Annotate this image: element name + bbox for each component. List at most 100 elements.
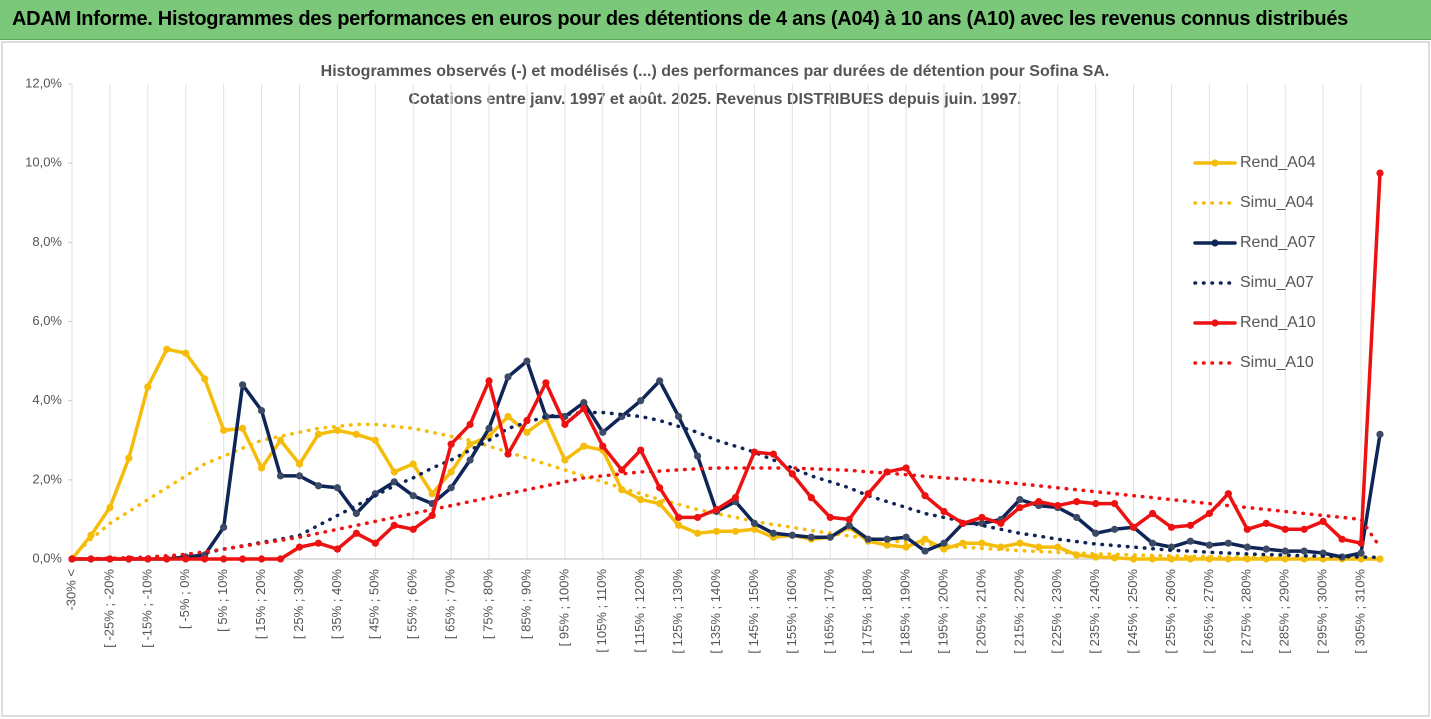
y-tick-label: 0,0% bbox=[32, 550, 62, 565]
data-point bbox=[788, 531, 796, 539]
data-point bbox=[788, 470, 796, 478]
y-tick-label: 2,0% bbox=[32, 471, 62, 486]
data-point bbox=[352, 430, 360, 438]
data-point bbox=[1243, 543, 1251, 551]
data-point bbox=[447, 468, 455, 476]
x-tick-label: [ 285% ; 290% bbox=[1277, 569, 1292, 654]
data-point bbox=[769, 529, 777, 537]
legend-marker bbox=[1211, 319, 1219, 327]
data-point bbox=[1186, 521, 1195, 529]
x-tick-label: [ 195% ; 200% bbox=[935, 569, 950, 654]
data-point bbox=[712, 527, 721, 535]
data-point bbox=[978, 513, 986, 522]
data-point bbox=[295, 543, 304, 551]
x-tick-label: [ 165% ; 170% bbox=[822, 569, 837, 654]
data-point bbox=[1148, 555, 1157, 563]
data-point bbox=[1224, 539, 1232, 547]
data-point bbox=[1338, 535, 1346, 543]
data-point bbox=[144, 383, 152, 391]
data-point bbox=[276, 436, 285, 444]
x-tick-label: [ 305% ; 310% bbox=[1352, 569, 1367, 654]
data-point bbox=[1262, 545, 1270, 553]
x-tick-label: [ 5% ; 10% bbox=[215, 569, 230, 632]
data-point bbox=[314, 539, 323, 547]
data-point bbox=[1357, 549, 1365, 557]
data-point bbox=[201, 555, 209, 563]
chart-title: Histogrammes observés (-) et modélisés (… bbox=[321, 63, 1110, 80]
data-point bbox=[845, 515, 853, 524]
y-tick-label: 12,0% bbox=[25, 75, 62, 90]
data-point bbox=[712, 505, 721, 514]
data-point bbox=[1186, 537, 1195, 545]
x-tick-label: [ 225% ; 230% bbox=[1049, 569, 1064, 654]
data-point bbox=[220, 523, 228, 531]
data-point bbox=[295, 472, 304, 480]
data-point bbox=[485, 377, 493, 385]
data-point bbox=[637, 397, 645, 405]
y-tick-label: 4,0% bbox=[32, 392, 62, 407]
x-tick-label: [ 95% ; 100% bbox=[556, 569, 571, 647]
data-point bbox=[637, 496, 645, 504]
data-point bbox=[87, 531, 95, 539]
data-point bbox=[675, 412, 683, 421]
x-tick-label: [ 15% ; 20% bbox=[253, 569, 268, 640]
data-point bbox=[750, 525, 759, 533]
x-tick-label: [ 85% ; 90% bbox=[518, 569, 533, 640]
x-tick-label: [ -15% ; -10% bbox=[139, 569, 154, 648]
data-point bbox=[1054, 501, 1062, 510]
observed-line bbox=[70, 359, 1382, 561]
data-point bbox=[769, 450, 777, 458]
x-tick-label: [ 135% ; 140% bbox=[708, 569, 723, 654]
data-point bbox=[1262, 519, 1270, 527]
data-point bbox=[257, 406, 266, 415]
data-point bbox=[257, 555, 266, 563]
data-point bbox=[371, 539, 379, 547]
x-tick-label: [ 65% ; 70% bbox=[443, 569, 458, 640]
data-point bbox=[940, 539, 948, 547]
data-point bbox=[580, 404, 588, 413]
x-tick-label: [ 295% ; 300% bbox=[1315, 569, 1330, 654]
x-tick-label: [ 245% ; 250% bbox=[1125, 569, 1140, 654]
x-tick-label: [ 185% ; 190% bbox=[898, 569, 913, 654]
data-point bbox=[447, 484, 455, 492]
data-point bbox=[1167, 523, 1176, 531]
legend-marker bbox=[1211, 159, 1219, 167]
data-point bbox=[182, 555, 190, 563]
data-point bbox=[580, 399, 588, 407]
y-tick-label: 10,0% bbox=[25, 155, 62, 170]
x-tick-label: [ 35% ; 40% bbox=[329, 569, 344, 640]
x-tick-label: [ 45% ; 50% bbox=[367, 569, 382, 640]
data-point bbox=[750, 519, 759, 527]
data-point bbox=[106, 555, 114, 563]
data-point bbox=[599, 428, 607, 436]
data-point bbox=[978, 539, 986, 547]
data-point bbox=[750, 448, 759, 456]
data-point bbox=[1016, 496, 1024, 504]
data-point bbox=[504, 450, 512, 458]
data-point bbox=[485, 424, 493, 432]
x-tick-label: [ 25% ; 30% bbox=[291, 569, 306, 640]
data-point bbox=[1111, 525, 1119, 533]
data-point bbox=[1092, 553, 1100, 561]
data-point bbox=[1376, 555, 1384, 563]
x-tick-label: [ 275% ; 280% bbox=[1239, 569, 1254, 654]
data-point bbox=[902, 464, 910, 472]
x-tick-label: [ 215% ; 220% bbox=[1011, 569, 1026, 654]
data-point bbox=[1016, 503, 1024, 512]
data-point bbox=[1319, 517, 1327, 525]
data-point bbox=[997, 519, 1005, 527]
data-point bbox=[182, 349, 190, 357]
x-tick-label: [ -25% ; -20% bbox=[101, 569, 116, 648]
data-point bbox=[466, 456, 474, 464]
data-point bbox=[1073, 513, 1081, 522]
data-point bbox=[637, 446, 645, 454]
data-point bbox=[220, 426, 228, 434]
model-line bbox=[70, 466, 1382, 561]
data-point bbox=[1186, 555, 1195, 563]
data-point bbox=[428, 511, 436, 520]
observed-line bbox=[70, 171, 1382, 561]
x-tick-label: [ 155% ; 160% bbox=[784, 569, 799, 654]
data-point bbox=[1300, 547, 1308, 555]
data-point bbox=[390, 478, 398, 486]
data-point bbox=[220, 555, 228, 563]
